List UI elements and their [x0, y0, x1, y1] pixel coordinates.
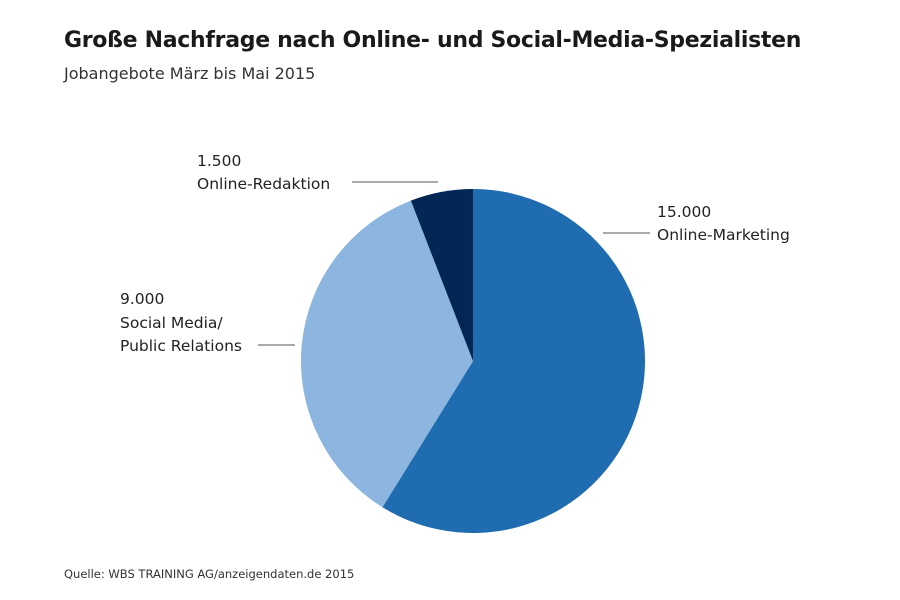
category-label-social-media-line1: Social Media/	[120, 314, 223, 332]
category-label-online-redaktion: Online-Redaktion	[197, 175, 330, 193]
source-note: Quelle: WBS TRAINING AG/anzeigendaten.de…	[64, 567, 355, 581]
category-label-online-marketing: Online-Marketing	[657, 226, 790, 244]
category-label-social-media-line2: Public Relations	[120, 337, 242, 355]
value-label-online-marketing: 15.000	[657, 203, 711, 221]
pie-slice-online-marketing	[382, 188, 646, 534]
chart-subtitle: Jobangebote März bis Mai 2015	[64, 64, 316, 83]
pie-slice-social-media-public-relations	[301, 200, 473, 508]
chart-title: Große Nachfrage nach Online- und Social-…	[64, 28, 802, 53]
value-label-online-redaktion: 1.500	[197, 152, 241, 170]
pie-slice-online-redaktion	[410, 189, 473, 361]
value-label-social-media: 9.000	[120, 290, 164, 308]
